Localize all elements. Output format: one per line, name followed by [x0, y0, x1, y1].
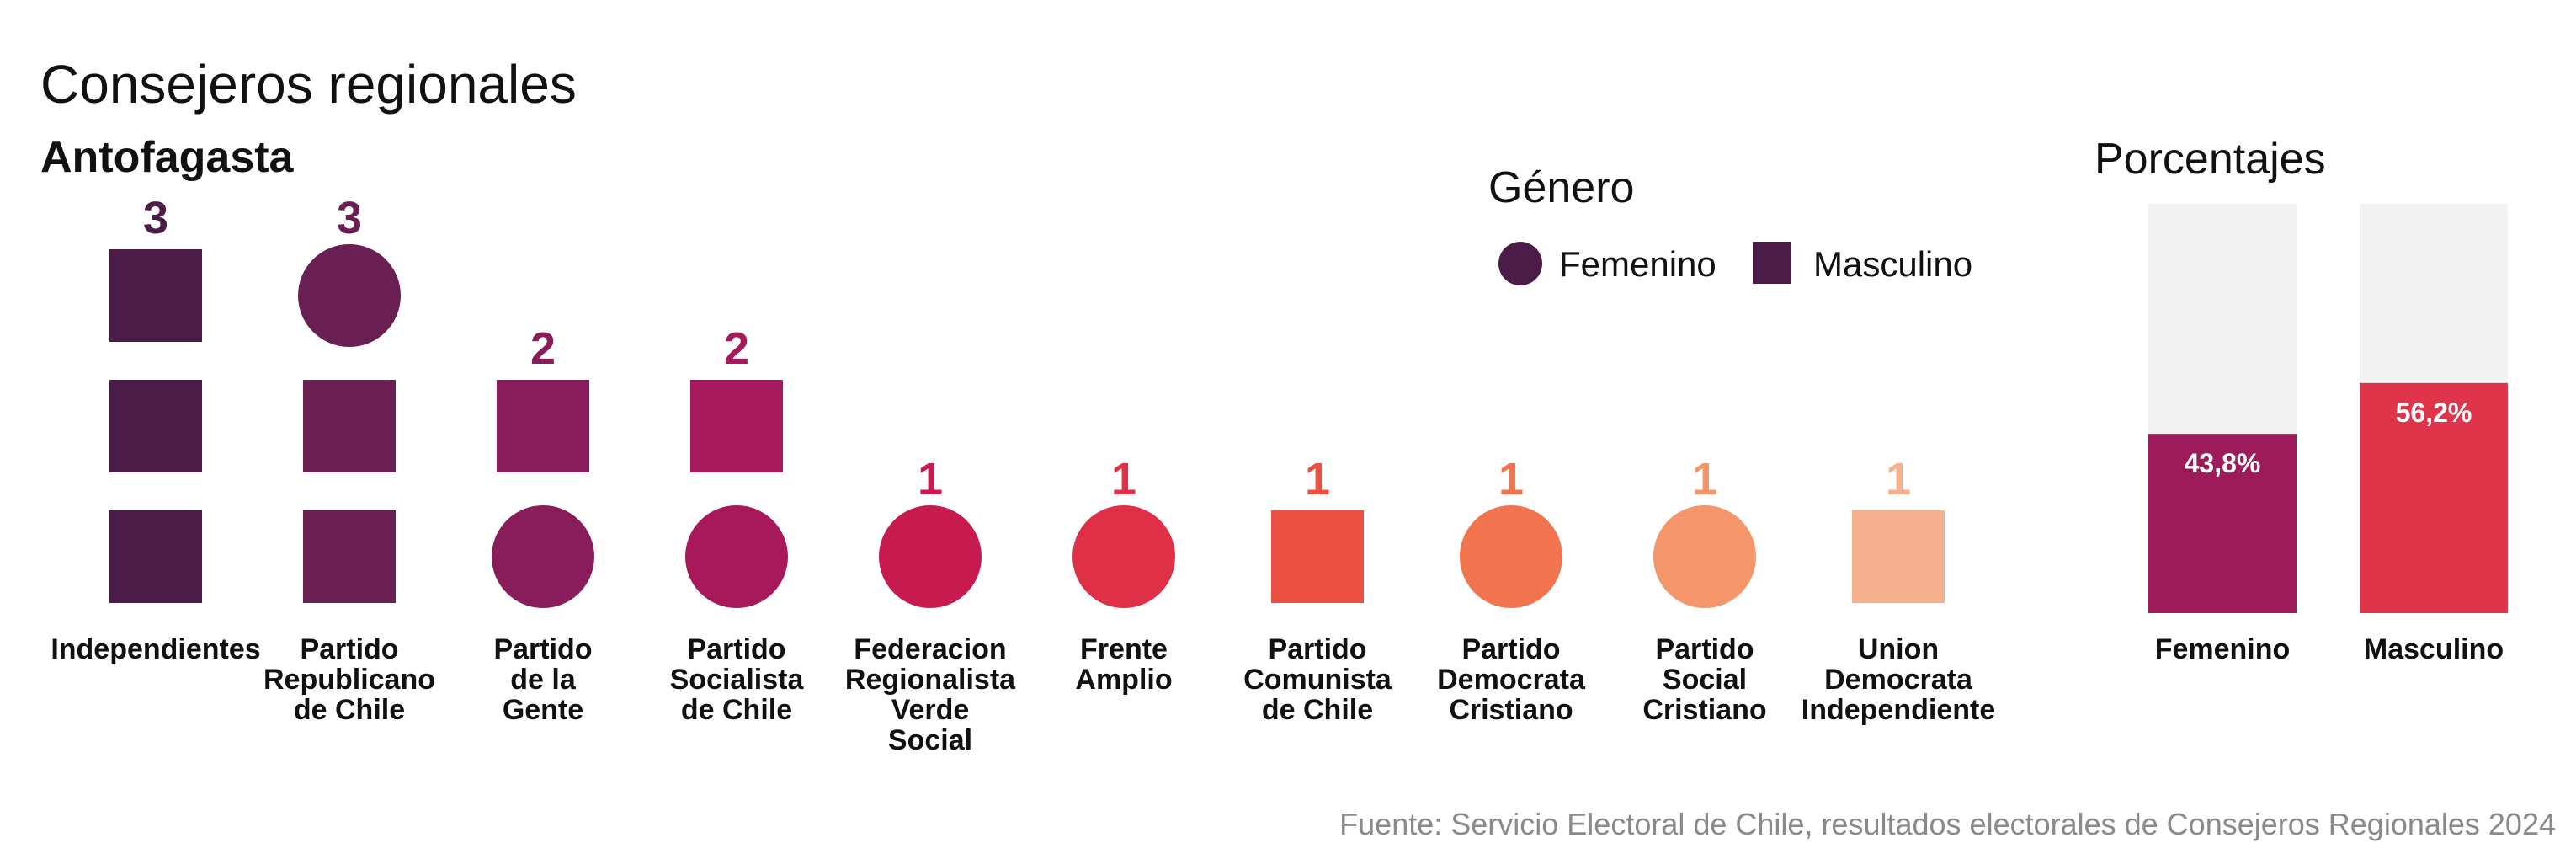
legend-title: Género — [1488, 163, 1634, 212]
waffle-category-label: Federacion — [854, 633, 1006, 665]
percentage-category-label: Femenino — [2155, 633, 2291, 665]
waffle-category-label: Partido — [1461, 633, 1560, 665]
waffle-count-label: 1 — [918, 454, 943, 504]
legend: Género Femenino Masculino — [1488, 163, 1972, 285]
waffle-category-label: Cristiano — [1642, 694, 1766, 726]
percentage-bar — [2148, 434, 2297, 613]
waffle-mark-masculino — [109, 510, 202, 603]
waffle-category-label: Verde — [891, 694, 970, 726]
waffle-mark-femenino — [298, 244, 401, 347]
legend-swatch-masculino — [1753, 242, 1791, 284]
waffle-category-label: Democrata — [1824, 664, 1973, 696]
waffle-count-label: 1 — [1498, 454, 1524, 504]
waffle-mark-masculino — [1852, 510, 1945, 603]
waffle-count-label: 1 — [1111, 454, 1136, 504]
waffle-count-label: 3 — [143, 193, 168, 243]
waffle-mark-masculino — [690, 380, 783, 472]
legend-swatch-femenino — [1498, 242, 1542, 285]
waffle-count-label: 3 — [337, 193, 362, 243]
waffle-category-label: Partido — [300, 633, 398, 665]
legend-label-masculino: Masculino — [1813, 244, 1972, 284]
waffle-count-label: 1 — [1886, 454, 1911, 504]
waffle-count-label: 2 — [724, 323, 749, 374]
waffle-category-label: Republicano — [263, 664, 435, 696]
waffle-category-label: Social — [888, 724, 972, 756]
waffle-category-label: Frente — [1080, 633, 1168, 665]
source-note: Fuente: Servicio Electoral de Chile, res… — [1339, 807, 2556, 841]
waffle-mark-masculino — [109, 249, 202, 342]
waffle-category-label: Democrata — [1437, 664, 1586, 696]
waffle-category-label: Gente — [503, 694, 583, 726]
waffle-category-label: de la — [510, 664, 577, 696]
waffle-count-label: 2 — [530, 323, 556, 374]
waffle-mark-femenino — [492, 505, 594, 608]
percentage-chart-title: Porcentajes — [2094, 135, 2326, 184]
waffle-category-label: Partido — [687, 633, 785, 665]
waffle-category-label: Independientes — [51, 633, 260, 665]
percentage-value-label: 43,8% — [2185, 448, 2261, 478]
waffle-category-label: Cristiano — [1449, 694, 1573, 726]
waffle-mark-masculino — [497, 380, 589, 472]
waffle-category-label: Social — [1663, 664, 1747, 696]
percentage-value-label: 56,2% — [2396, 397, 2472, 428]
legend-label-femenino: Femenino — [1559, 244, 1716, 284]
waffle-category-label: Regionalista — [845, 664, 1016, 696]
waffle-category-label: Partido — [1655, 633, 1754, 665]
percentage-bar — [2360, 382, 2508, 613]
chart-subtitle: Antofagasta — [40, 133, 295, 182]
chart-title: Consejeros regionales — [40, 54, 577, 115]
waffle-category-label: Comunista — [1243, 664, 1392, 696]
waffle-mark-masculino — [303, 510, 396, 603]
waffle-category-label: Union — [1858, 633, 1939, 665]
waffle-mark-femenino — [1653, 505, 1756, 608]
waffle-count-label: 1 — [1305, 454, 1330, 504]
waffle-mark-femenino — [1072, 505, 1175, 608]
waffle-category-label: de Chile — [681, 694, 792, 726]
waffle-column: 3 Independientes — [51, 193, 260, 665]
waffle-mark-femenino — [1460, 505, 1562, 608]
percentage-chart: Porcentajes 43,8% Femenino 56,2% Masculino — [2094, 135, 2508, 665]
waffle-category-label: Amplio — [1075, 664, 1172, 696]
waffle-count-label: 1 — [1692, 454, 1717, 504]
waffle-mark-masculino — [1271, 510, 1364, 603]
waffle-category-label: Independiente — [1802, 694, 1995, 726]
waffle-category-label: Partido — [1268, 633, 1366, 665]
waffle-mark-masculino — [109, 380, 202, 472]
waffle-category-label: de Chile — [294, 694, 405, 726]
waffle-category-label: Socialista — [670, 664, 805, 696]
waffle-category-label: de Chile — [1262, 694, 1373, 726]
waffle-mark-femenino — [879, 505, 982, 608]
waffle-mark-masculino — [303, 380, 396, 472]
waffle-category-label: Partido — [493, 633, 592, 665]
percentage-category-label: Masculino — [2364, 633, 2504, 665]
waffle-mark-femenino — [685, 505, 788, 608]
